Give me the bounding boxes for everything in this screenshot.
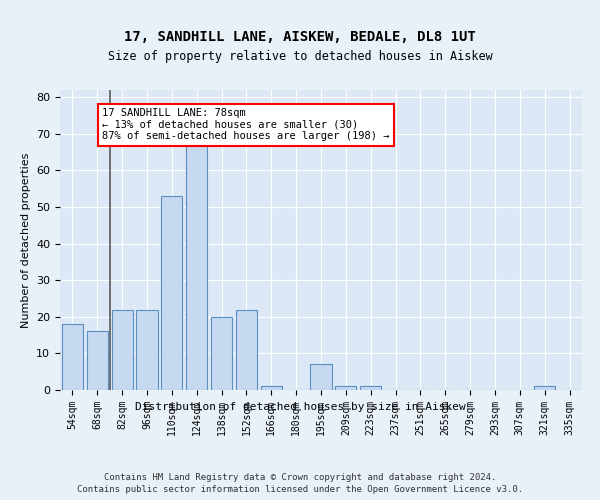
- Bar: [360, 386, 381, 390]
- Text: 17, SANDHILL LANE, AISKEW, BEDALE, DL8 1UT: 17, SANDHILL LANE, AISKEW, BEDALE, DL8 1…: [124, 30, 476, 44]
- Bar: [87, 332, 108, 390]
- Bar: [211, 317, 232, 390]
- Bar: [534, 386, 555, 390]
- Text: 17 SANDHILL LANE: 78sqm
← 13% of detached houses are smaller (30)
87% of semi-de: 17 SANDHILL LANE: 78sqm ← 13% of detache…: [102, 108, 390, 142]
- Bar: [261, 386, 282, 390]
- Text: Distribution of detached houses by size in Aiskew: Distribution of detached houses by size …: [134, 402, 466, 412]
- Bar: [236, 310, 257, 390]
- Bar: [186, 145, 207, 390]
- Bar: [310, 364, 332, 390]
- Bar: [335, 386, 356, 390]
- Y-axis label: Number of detached properties: Number of detached properties: [20, 152, 31, 328]
- Bar: [62, 324, 83, 390]
- Bar: [161, 196, 182, 390]
- Bar: [136, 310, 158, 390]
- Text: Contains HM Land Registry data © Crown copyright and database right 2024.: Contains HM Land Registry data © Crown c…: [104, 472, 496, 482]
- Text: Contains public sector information licensed under the Open Government Licence v3: Contains public sector information licen…: [77, 485, 523, 494]
- Bar: [112, 310, 133, 390]
- Text: Size of property relative to detached houses in Aiskew: Size of property relative to detached ho…: [107, 50, 493, 63]
